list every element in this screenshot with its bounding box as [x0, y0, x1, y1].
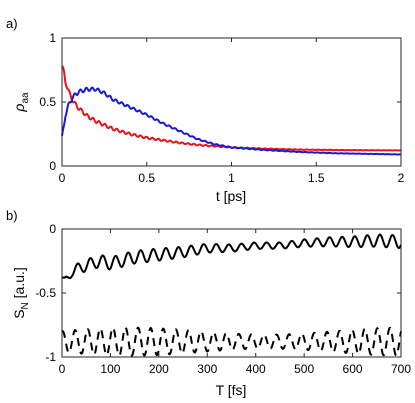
- panel-b-x-tick-label: 600: [343, 362, 363, 376]
- panel-a-series-1-line: [61, 65, 402, 152]
- panel-b-series-1-line: [61, 233, 402, 280]
- panel-b-y-tick-label: 0: [49, 222, 56, 236]
- panel-b-ticks: 0 100 200 300 400 500 600 700 -1 -0.5 0: [35, 222, 411, 376]
- panel-b-y-axis-label: SN [a.u.]: [11, 267, 31, 319]
- panel-a-y-tick-label: 1: [49, 31, 56, 45]
- panel-b-label: b): [6, 208, 18, 223]
- panel-a-x-tick-label: 2: [398, 171, 405, 185]
- panel-b-y-axis-label-sub: N: [20, 302, 31, 309]
- panel-a-x-tick-label: 1: [228, 171, 235, 185]
- panel-a-x-axis-label: t [ps]: [216, 188, 246, 204]
- panel-a-x-tick-label: 0.5: [138, 171, 155, 185]
- panel-a-series-group: [61, 65, 402, 156]
- panel-a-x-tick-label: 0: [59, 171, 66, 185]
- panel-b-x-tick-label: 100: [100, 362, 120, 376]
- panel-b-x-tick-label: 700: [391, 362, 411, 376]
- panel-b-series-group: [61, 233, 402, 357]
- panel-b-x-tick-label: 300: [197, 362, 217, 376]
- panel-a-y-tick-label: 0.5: [39, 95, 56, 109]
- panel-a-ticks: 0 0.5 1 1.5 2 0 0.5 1: [39, 31, 404, 185]
- panel-b-x-tick-label: 200: [149, 362, 169, 376]
- panel-b-y-axis-label-unit: [a.u.]: [11, 267, 27, 302]
- panel-a-y-axis-label-sub: aa: [20, 92, 31, 104]
- panel-a-y-tick-label: 0: [49, 159, 56, 173]
- panel-b-y-tick-label: -1: [45, 350, 56, 364]
- panel-b-x-tick-label: 500: [294, 362, 314, 376]
- panel-a: a) 0 0.5 1 1.5 2 0 0.5 1 t [ps] ρaa: [6, 16, 405, 204]
- panel-b-y-axis-label-main: S: [11, 309, 27, 318]
- panel-b-x-axis-label: T [fs]: [216, 382, 247, 398]
- panel-b-y-tick-label: -0.5: [35, 286, 56, 300]
- panel-b: b) 0 100 200 300 400 500 600 700-1-0.50 T [fs] …: [6, 208, 411, 398]
- panel-b-series-2-line: [61, 326, 402, 357]
- panel-b-x-tick-label: 400: [246, 362, 266, 376]
- panel-a-x-tick-label: 1.5: [308, 171, 325, 185]
- panel-b-x-tick-label: 0: [59, 362, 66, 376]
- panel-a-y-axis-label: ρaa: [11, 92, 31, 113]
- panel-a-series-2-line: [61, 86, 402, 156]
- panel-a-y-axis-label-main: ρ: [11, 104, 27, 113]
- panel-a-label: a): [6, 16, 18, 31]
